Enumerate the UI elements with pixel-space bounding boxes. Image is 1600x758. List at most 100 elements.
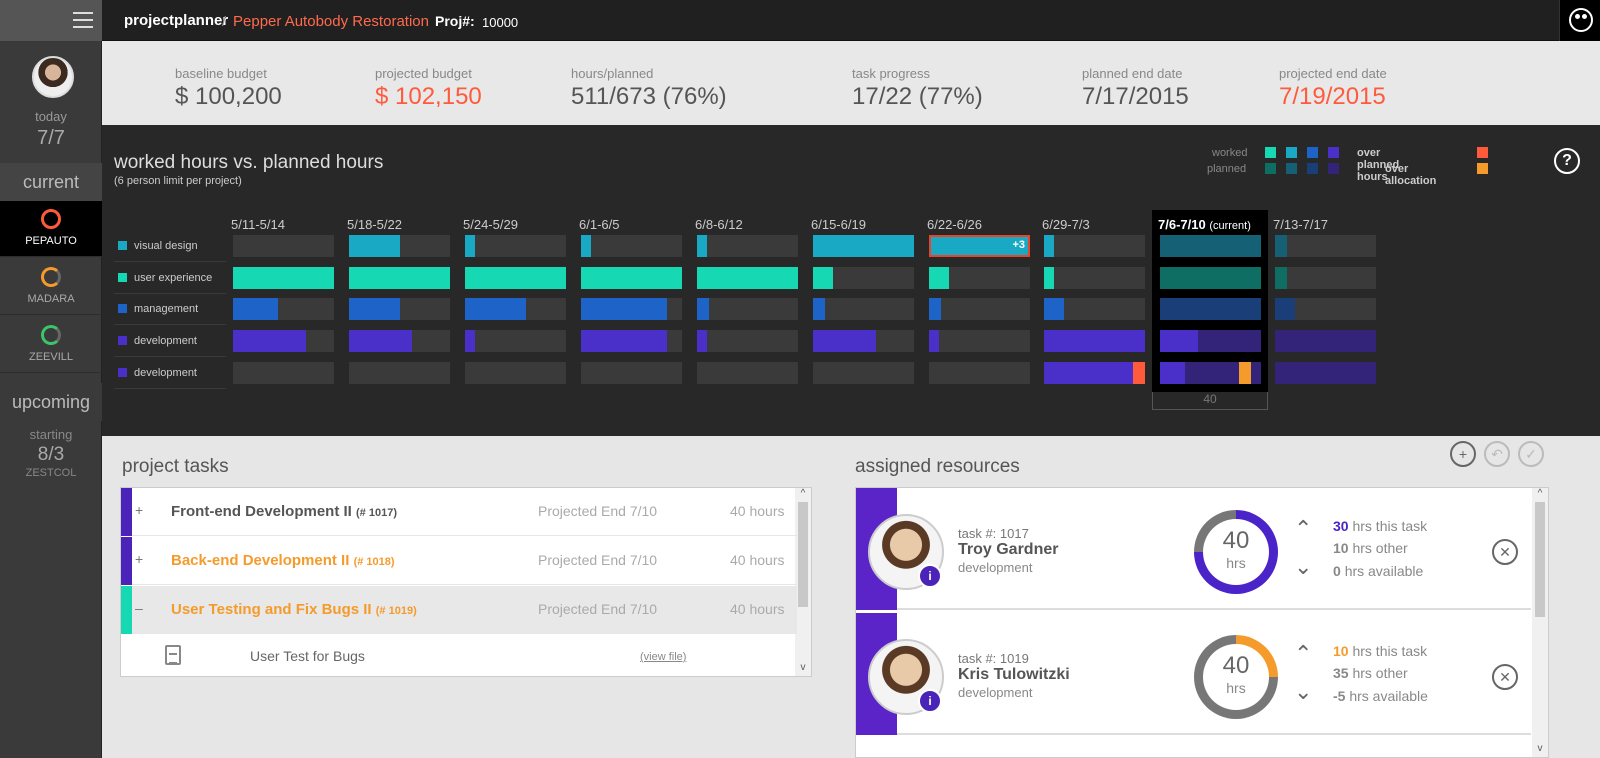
chart-cell[interactable] — [349, 267, 450, 289]
resources-scrollbar[interactable]: ^ v — [1532, 488, 1548, 757]
week-header[interactable]: 5/18-5/22 — [347, 217, 402, 232]
chart-cell[interactable] — [929, 267, 1030, 289]
week-header[interactable]: 7/6-7/10 (current) — [1158, 217, 1251, 232]
expand-toggle[interactable]: + — [135, 502, 144, 518]
expand-toggle[interactable]: + — [135, 551, 144, 567]
app-brand[interactable]: projectplanner — [124, 12, 229, 29]
chart-cell[interactable] — [697, 362, 798, 384]
chart-cell[interactable] — [813, 330, 914, 352]
scroll-thumb[interactable] — [1535, 502, 1545, 617]
legend-over-planned-label: over planned hours — [1357, 147, 1400, 183]
chart-cell[interactable] — [813, 362, 914, 384]
upcoming-project-code[interactable]: ZESTCOL — [25, 467, 77, 479]
scroll-up-icon[interactable]: ^ — [1537, 488, 1543, 499]
expand-toggle[interactable]: – — [135, 600, 143, 616]
check-icon[interactable]: ✓ — [1518, 441, 1544, 467]
chart-cell[interactable] — [233, 298, 334, 320]
chart-cell[interactable] — [465, 330, 566, 352]
chart-cell[interactable] — [1160, 267, 1261, 289]
chart-cell[interactable] — [697, 330, 798, 352]
user-avatar[interactable] — [32, 56, 74, 98]
task-row[interactable]: + Back-end Development II (# 1018) Project… — [121, 537, 797, 585]
task-row[interactable]: + Front-end Development II (# 1017) Projec… — [121, 488, 797, 536]
increase-hours-icon[interactable]: ⌃ — [1294, 516, 1313, 541]
chart-cell[interactable] — [813, 267, 914, 289]
decrease-hours-icon[interactable]: ⌄ — [1294, 679, 1313, 704]
chart-cell[interactable] — [1044, 330, 1145, 352]
chart-cell[interactable] — [349, 330, 450, 352]
increase-hours-icon[interactable]: ⌃ — [1294, 641, 1313, 666]
chart-cell[interactable] — [581, 330, 682, 352]
chart-cell[interactable] — [1044, 298, 1145, 320]
chart-cell[interactable] — [581, 298, 682, 320]
view-file-link[interactable]: (view file) — [640, 651, 687, 663]
chart-cell[interactable] — [349, 298, 450, 320]
scroll-down-icon[interactable]: v — [800, 662, 806, 673]
chart-cell[interactable] — [697, 298, 798, 320]
chart-cell[interactable]: +3 — [929, 235, 1030, 257]
chart-cell[interactable] — [929, 298, 1030, 320]
chart-cell[interactable] — [349, 362, 450, 384]
tasks-scrollbar[interactable]: ^ v — [795, 488, 811, 676]
sidebar-project-madara[interactable]: MADARA — [0, 259, 102, 315]
chart-cell[interactable] — [1275, 362, 1376, 384]
remove-resource-icon[interactable]: ✕ — [1492, 539, 1518, 565]
decrease-hours-icon[interactable]: ⌄ — [1294, 554, 1313, 579]
chart-cell[interactable] — [813, 235, 914, 257]
menu-button[interactable] — [0, 0, 102, 41]
task-name-text: Front-end Development II — [171, 503, 352, 520]
chart-cell[interactable] — [929, 330, 1030, 352]
chart-cell[interactable] — [1044, 362, 1145, 384]
remove-resource-icon[interactable]: ✕ — [1492, 664, 1518, 690]
project-name[interactable]: Pepper Autobody Restoration — [233, 13, 429, 30]
chart-cell[interactable] — [1044, 235, 1145, 257]
week-header[interactable]: 6/29-7/3 — [1042, 217, 1090, 232]
chart-cell[interactable] — [1160, 298, 1261, 320]
sidebar-project-zeevill[interactable]: ZEEVILL — [0, 317, 102, 373]
chart-cell[interactable] — [697, 235, 798, 257]
week-header[interactable]: 5/24-5/29 — [463, 217, 518, 232]
sidebar-project-pepauto[interactable]: PEPAUTO — [0, 201, 102, 257]
chart-cell[interactable] — [465, 362, 566, 384]
chart-cell[interactable] — [581, 235, 682, 257]
chart-cell[interactable] — [813, 298, 914, 320]
chart-cell[interactable] — [233, 235, 334, 257]
chart-cell[interactable] — [1275, 330, 1376, 352]
chart-cell[interactable] — [465, 298, 566, 320]
chart-cell[interactable] — [1275, 298, 1376, 320]
chart-cell[interactable] — [1044, 267, 1145, 289]
add-resource-icon[interactable]: + — [1450, 441, 1476, 467]
chart-cell[interactable] — [1160, 362, 1261, 384]
week-header[interactable]: 5/11-5/14 — [231, 217, 285, 232]
chart-cell[interactable] — [465, 267, 566, 289]
chart-cell[interactable] — [465, 235, 566, 257]
info-icon[interactable]: i — [918, 564, 942, 588]
chart-cell[interactable] — [929, 362, 1030, 384]
resource-card[interactable]: i task #: 1017 Troy Gardner development 40 hr… — [856, 488, 1531, 610]
week-header[interactable]: 6/1-6/5 — [579, 217, 619, 232]
help-icon[interactable]: ? — [1554, 148, 1580, 174]
chart-cell[interactable] — [233, 330, 334, 352]
chart-cell[interactable] — [1275, 235, 1376, 257]
chart-cell[interactable] — [1160, 235, 1261, 257]
chart-cell[interactable] — [233, 267, 334, 289]
undo-icon[interactable]: ↶ — [1484, 441, 1510, 467]
chart-cell[interactable] — [581, 267, 682, 289]
scroll-thumb[interactable] — [798, 502, 808, 607]
team-button[interactable] — [1559, 0, 1600, 41]
task-row[interactable]: – User Testing and Fix Bugs II (# 1019) Pr… — [121, 586, 797, 634]
chart-cell[interactable] — [233, 362, 334, 384]
resource-card[interactable]: i task #: 1019 Kris Tulowitzki development 4… — [856, 613, 1531, 735]
week-header[interactable]: 6/15-6/19 — [811, 217, 866, 232]
chart-cell[interactable] — [581, 362, 682, 384]
scroll-up-icon[interactable]: ^ — [800, 488, 806, 499]
scroll-down-icon[interactable]: v — [1537, 743, 1543, 754]
info-icon[interactable]: i — [918, 689, 942, 713]
chart-cell[interactable] — [1275, 267, 1376, 289]
week-header[interactable]: 6/22-6/26 — [927, 217, 982, 232]
chart-cell[interactable] — [349, 235, 450, 257]
week-header[interactable]: 6/8-6/12 — [695, 217, 743, 232]
chart-cell[interactable] — [1160, 330, 1261, 352]
week-header[interactable]: 7/13-7/17 — [1273, 217, 1328, 232]
chart-cell[interactable] — [697, 267, 798, 289]
